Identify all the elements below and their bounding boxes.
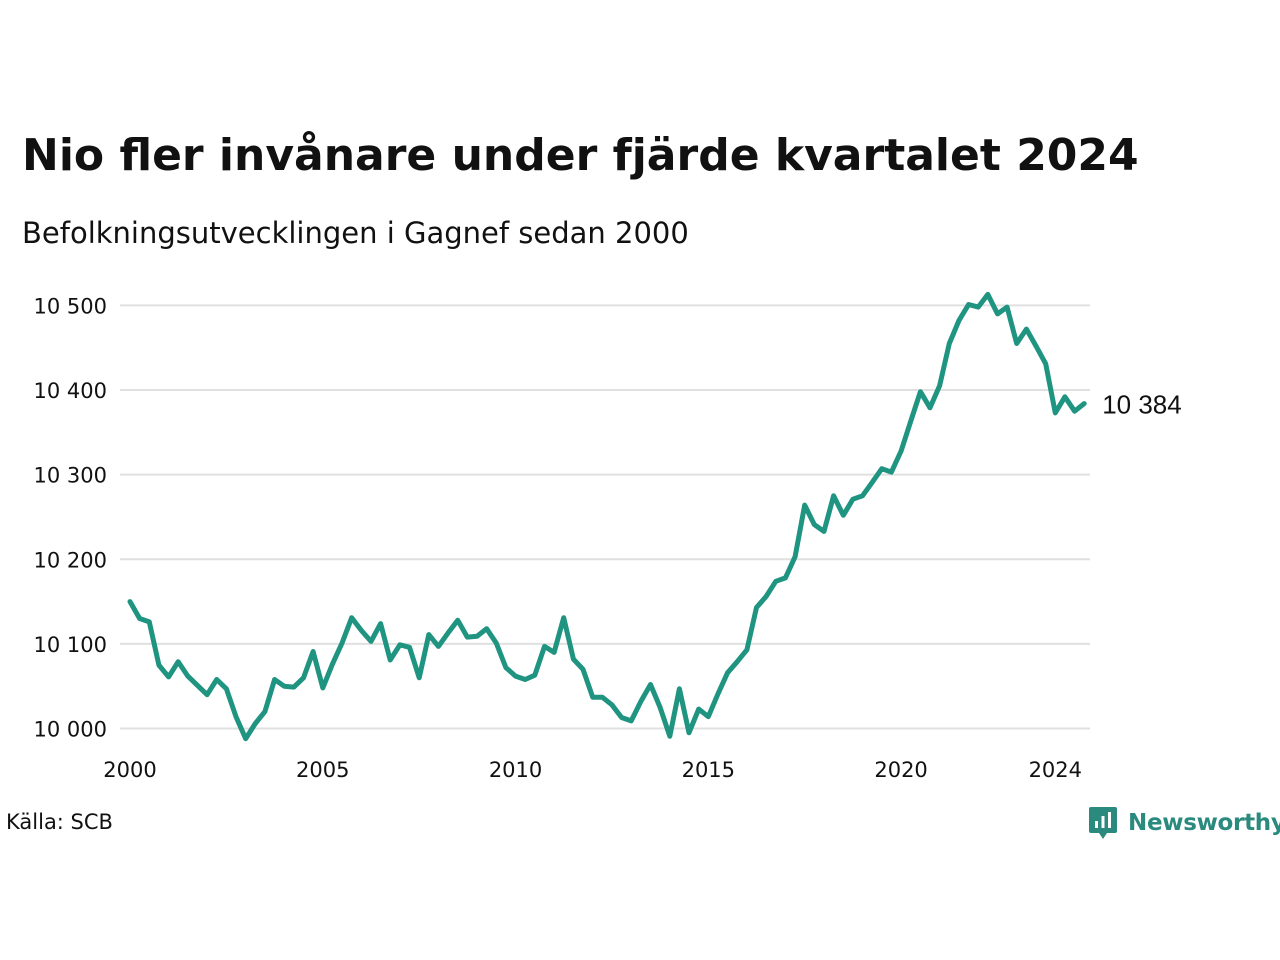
- chart-title: Nio fler invånare under fjärde kvartalet…: [22, 130, 1139, 181]
- line-chart: 10 000 10 100 10 200 10 300 10 400 10 500 200…: [34, 291, 1182, 782]
- x-tick-label: 2020: [874, 758, 927, 782]
- x-tick-label: 2024: [1029, 758, 1082, 782]
- y-tick-label: 10 000: [34, 718, 107, 742]
- brand-name: Newsworthy: [1128, 810, 1280, 836]
- x-tick-label: 2010: [489, 758, 542, 782]
- y-tick-label: 10 500: [34, 294, 107, 318]
- last-value-label: 10 384: [1102, 390, 1182, 420]
- grid-lines: [120, 304, 1090, 730]
- source-note: Källa: SCB: [6, 810, 113, 834]
- chart-subtitle: Befolkningsutvecklingen i Gagnef sedan 2…: [22, 216, 689, 250]
- x-tick-label: 2005: [296, 758, 349, 782]
- y-axis-tick-labels: 10 000 10 100 10 200 10 300 10 400 10 500: [34, 294, 107, 741]
- x-tick-label: 2000: [103, 758, 156, 782]
- newsworthy-logo-icon: [1089, 807, 1117, 839]
- y-tick-label: 10 200: [34, 548, 107, 572]
- population-series-line: [127, 291, 1087, 742]
- x-axis-tick-labels: 2000 2005 2010 2015 2020 2024: [103, 758, 1082, 782]
- y-tick-label: 10 100: [34, 633, 107, 657]
- y-tick-label: 10 300: [34, 464, 107, 488]
- brand-logo: Newsworthy: [1088, 803, 1280, 843]
- y-tick-label: 10 400: [34, 379, 107, 403]
- x-tick-label: 2015: [682, 758, 735, 782]
